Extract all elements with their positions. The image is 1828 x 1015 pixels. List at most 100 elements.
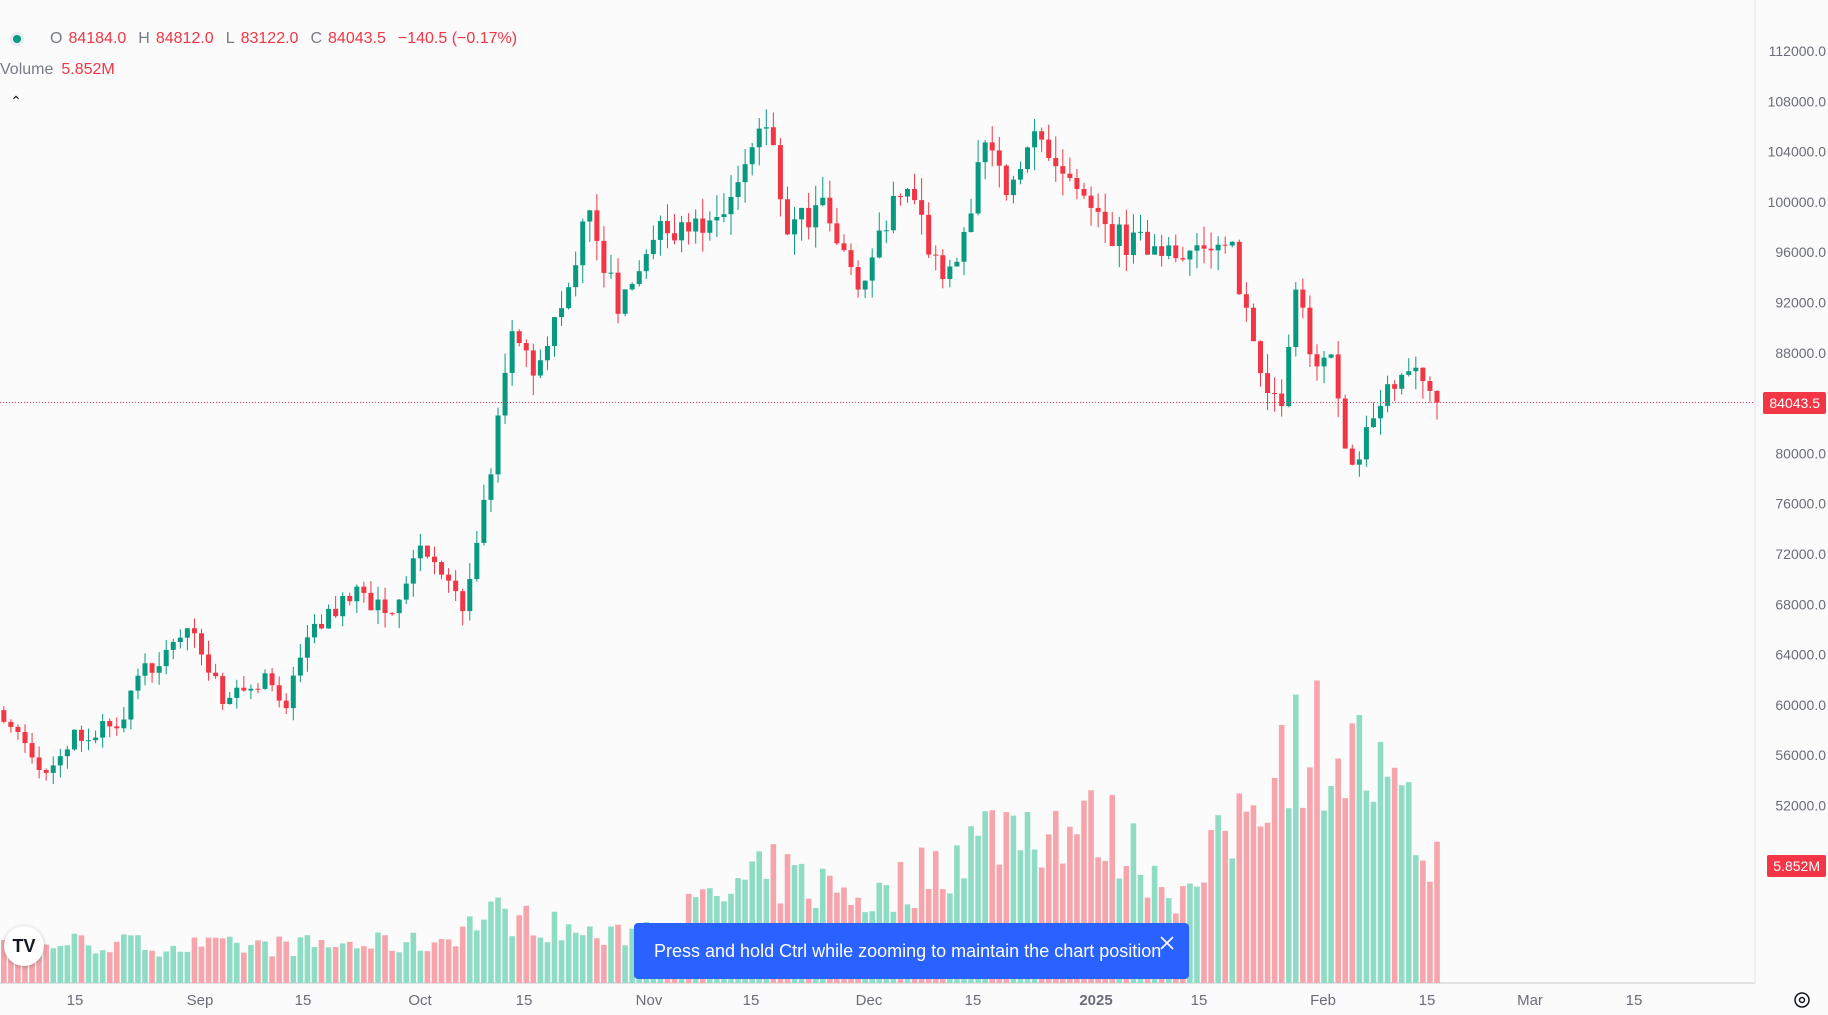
settings-icon[interactable] — [1792, 990, 1812, 1010]
candle-body — [756, 128, 762, 148]
candle-body — [439, 562, 445, 575]
candle-body — [566, 287, 572, 309]
candle-body — [615, 272, 621, 314]
volume-bar — [71, 933, 78, 983]
volume-bar — [932, 851, 939, 983]
high-key: H — [138, 30, 150, 47]
volume-bar — [177, 951, 184, 983]
candle-body — [940, 255, 946, 280]
candle-body — [820, 197, 826, 206]
candle-body — [361, 586, 367, 593]
volume-bar — [361, 946, 367, 983]
candle-body — [100, 721, 106, 738]
volume-bar — [234, 942, 240, 983]
candle-body — [1385, 384, 1391, 406]
volume-bar — [565, 924, 572, 983]
candle-body — [664, 221, 670, 234]
candle-body — [1370, 418, 1376, 428]
candle-body — [742, 164, 748, 183]
volume-bar — [982, 811, 988, 983]
time-tick-label: Nov — [636, 992, 663, 1009]
candle-body — [770, 127, 776, 146]
zoom-hint-toast: Press and hold Ctrl while zooming to mai… — [634, 923, 1189, 979]
close-key: C — [310, 30, 323, 47]
candle-body — [135, 675, 141, 691]
price-tick-label: 72000.0 — [1775, 546, 1826, 562]
volume-bar — [318, 939, 325, 983]
time-tick-label: Dec — [856, 992, 883, 1009]
volume-bar — [897, 861, 904, 983]
candle-body — [15, 726, 21, 732]
tradingview-logo-icon[interactable]: TV — [4, 926, 44, 966]
volume-bar — [495, 897, 501, 983]
collapse-legend-button[interactable]: ⌃ — [2, 90, 30, 112]
volume-bar — [8, 947, 14, 983]
volume-bar — [128, 935, 134, 983]
candle-body — [848, 250, 854, 268]
candle-body — [841, 243, 847, 251]
volume-bar — [1342, 798, 1349, 983]
candle-body — [107, 721, 113, 727]
volume-bar — [1088, 790, 1094, 983]
volume-bar — [346, 941, 353, 983]
volume-bar — [1010, 815, 1017, 983]
volume-bar — [629, 928, 635, 983]
candle-body — [947, 266, 953, 280]
volume-bar — [445, 939, 452, 983]
candle-body — [1279, 393, 1285, 407]
volume-bar — [452, 946, 459, 983]
volume-bar — [1243, 811, 1250, 983]
volume-legend: Volume 5.852M — [0, 61, 115, 79]
price-tick-label: 52000.0 — [1775, 798, 1826, 814]
candle-body — [191, 628, 197, 634]
candle-body — [1159, 246, 1165, 256]
price-tick-label: 60000.0 — [1775, 697, 1826, 713]
candle-body — [234, 687, 240, 698]
volume-bar — [523, 905, 530, 983]
volume-bar — [212, 937, 219, 983]
candle-body — [1321, 357, 1327, 367]
chevron-up-icon: ⌃ — [10, 93, 22, 109]
candle-body — [114, 726, 120, 729]
candle-body — [1342, 398, 1348, 449]
logo-text: TV — [12, 935, 36, 956]
volume-bar — [99, 950, 106, 983]
volume-bar — [1102, 860, 1108, 983]
volume-bar — [135, 935, 141, 983]
candle-body — [961, 231, 967, 262]
close-icon[interactable] — [1157, 933, 1177, 953]
volume-bar — [396, 952, 402, 983]
volume-bar — [954, 845, 960, 983]
volume-bar — [170, 945, 177, 983]
time-tick-label: 15 — [516, 992, 533, 1009]
last-volume-label: 5.852M — [1767, 854, 1826, 877]
volume-bar — [283, 941, 290, 983]
volume-bar — [205, 937, 212, 983]
candle-body — [1208, 248, 1214, 251]
candle-body — [50, 765, 56, 773]
volume-bar — [36, 937, 42, 983]
candle-body — [206, 654, 212, 673]
volume-bar — [1405, 782, 1412, 983]
candle-body — [1081, 189, 1087, 196]
volume-bar — [375, 932, 381, 983]
candle-body — [1300, 289, 1306, 308]
candle-body — [883, 230, 889, 232]
candle-body — [855, 267, 861, 290]
open-value: 84184.0 — [68, 30, 127, 47]
volume-bar — [276, 936, 282, 983]
candle-body — [792, 219, 798, 235]
price-tick-label: 96000.0 — [1775, 244, 1826, 260]
candle-body — [29, 743, 35, 758]
volume-bar — [389, 950, 395, 983]
volume-bar — [1285, 808, 1292, 983]
candle-body — [537, 360, 543, 376]
candle-body — [1406, 371, 1412, 375]
visibility-toggle-icon[interactable] — [10, 32, 24, 46]
candle-body — [177, 637, 183, 642]
close-value: 84043.5 — [328, 30, 386, 47]
volume-bar — [368, 948, 374, 983]
candle-body — [926, 214, 932, 255]
candle-body — [784, 199, 790, 235]
